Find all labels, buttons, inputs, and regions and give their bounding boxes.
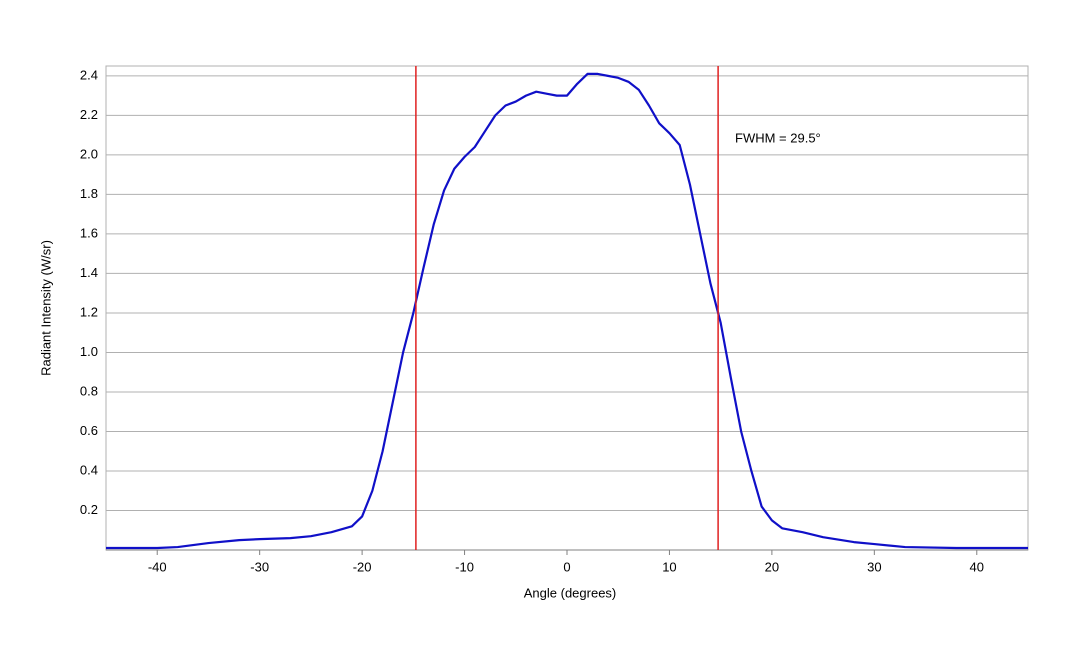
x-tick-label: -30 bbox=[250, 559, 269, 574]
y-axis-label: Radiant Intensity (W/sr) bbox=[38, 240, 53, 376]
x-tick-label: 0 bbox=[563, 559, 570, 574]
x-tick-label: -10 bbox=[455, 559, 474, 574]
y-tick-label: 0.4 bbox=[80, 462, 98, 477]
y-tick-label: 0.8 bbox=[80, 383, 98, 398]
y-tick-label: 1.8 bbox=[80, 186, 98, 201]
x-tick-label: 30 bbox=[867, 559, 881, 574]
y-tick-label: 1.4 bbox=[80, 265, 98, 280]
x-tick-label: 40 bbox=[970, 559, 984, 574]
data-line bbox=[106, 72, 1028, 550]
x-tick-label: 20 bbox=[765, 559, 779, 574]
y-tick-label: 2.4 bbox=[80, 67, 98, 82]
y-tick-label: 1.0 bbox=[80, 344, 98, 359]
x-tick-label: 10 bbox=[662, 559, 676, 574]
y-tick-label: 0.2 bbox=[80, 502, 98, 517]
x-tick-label: -40 bbox=[148, 559, 167, 574]
plot-frame bbox=[105, 65, 1029, 551]
y-tick-label: 1.2 bbox=[80, 304, 98, 319]
y-tick-label: 0.6 bbox=[80, 423, 98, 438]
y-tick-label: 2.2 bbox=[80, 107, 98, 122]
y-tick-label: 1.6 bbox=[80, 225, 98, 240]
x-axis-label: Angle (degrees) bbox=[524, 585, 617, 600]
x-tick-label: -20 bbox=[353, 559, 372, 574]
y-tick-label: 2.0 bbox=[80, 146, 98, 161]
annotation: FWHM = 29.5° bbox=[735, 130, 821, 145]
